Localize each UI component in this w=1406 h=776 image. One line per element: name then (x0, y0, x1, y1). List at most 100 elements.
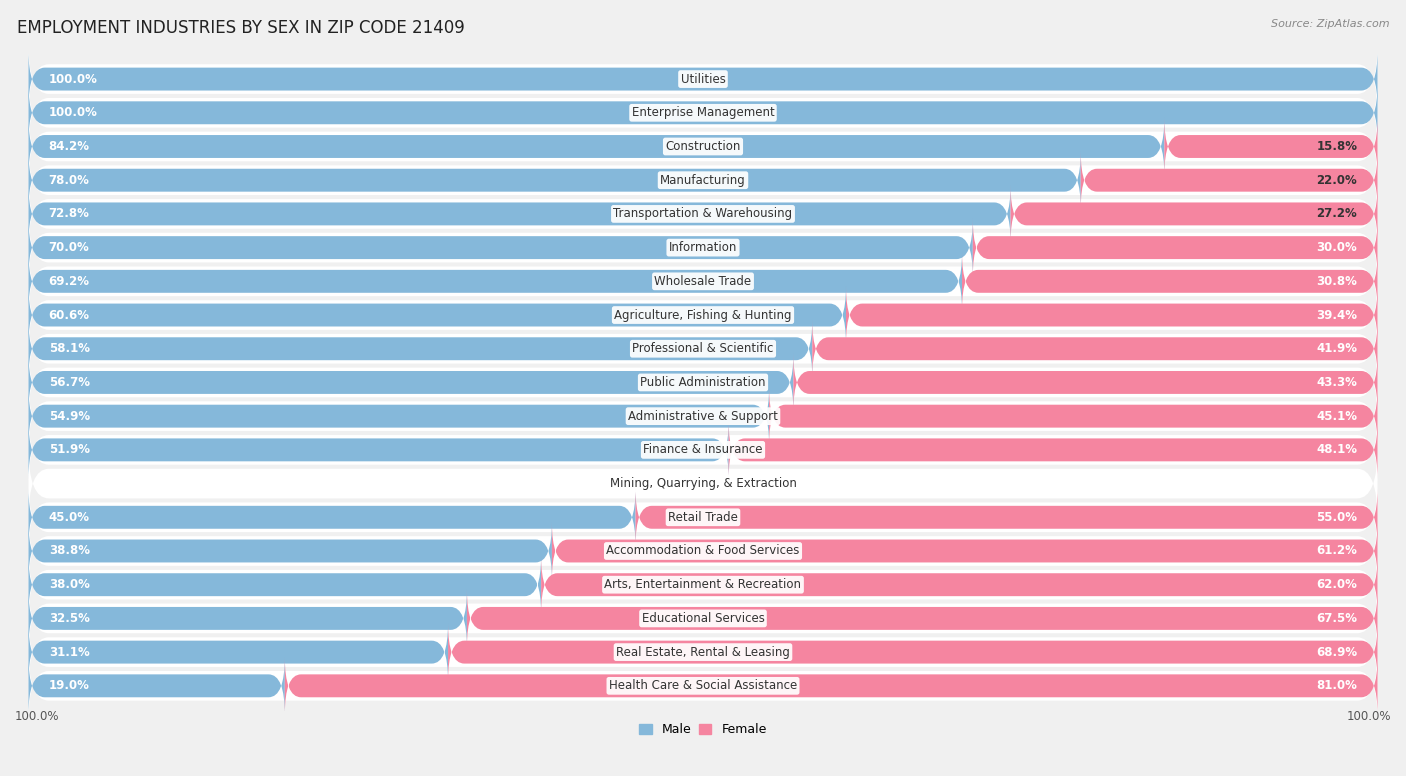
FancyBboxPatch shape (28, 144, 1378, 216)
FancyBboxPatch shape (28, 347, 1378, 418)
FancyBboxPatch shape (28, 522, 553, 580)
Text: 48.1%: 48.1% (1316, 443, 1357, 456)
FancyBboxPatch shape (28, 414, 1378, 486)
Text: 32.5%: 32.5% (49, 612, 90, 625)
Text: Transportation & Warehousing: Transportation & Warehousing (613, 207, 793, 220)
FancyBboxPatch shape (28, 590, 467, 647)
Text: 62.0%: 62.0% (1316, 578, 1357, 591)
FancyBboxPatch shape (28, 245, 1378, 317)
FancyBboxPatch shape (28, 353, 793, 411)
FancyBboxPatch shape (28, 482, 1378, 553)
FancyBboxPatch shape (28, 623, 449, 681)
Text: 39.4%: 39.4% (1316, 309, 1357, 321)
FancyBboxPatch shape (1081, 151, 1378, 210)
Text: Health Care & Social Assistance: Health Care & Social Assistance (609, 679, 797, 692)
FancyBboxPatch shape (28, 583, 1378, 654)
Text: 60.6%: 60.6% (49, 309, 90, 321)
FancyBboxPatch shape (28, 50, 1378, 108)
Text: Real Estate, Rental & Leasing: Real Estate, Rental & Leasing (616, 646, 790, 659)
FancyBboxPatch shape (793, 353, 1378, 411)
Text: 61.2%: 61.2% (1316, 545, 1357, 557)
Text: Information: Information (669, 241, 737, 254)
FancyBboxPatch shape (28, 515, 1378, 587)
Text: 41.9%: 41.9% (1316, 342, 1357, 355)
Text: 22.0%: 22.0% (1316, 174, 1357, 187)
FancyBboxPatch shape (28, 313, 1378, 384)
FancyBboxPatch shape (28, 219, 973, 276)
Text: 100.0%: 100.0% (49, 106, 97, 120)
FancyBboxPatch shape (28, 616, 1378, 688)
Text: Administrative & Support: Administrative & Support (628, 410, 778, 423)
Text: 51.9%: 51.9% (49, 443, 90, 456)
Text: Public Administration: Public Administration (640, 376, 766, 389)
Text: 30.0%: 30.0% (1316, 241, 1357, 254)
FancyBboxPatch shape (28, 448, 1378, 519)
Text: 43.3%: 43.3% (1316, 376, 1357, 389)
Text: 31.1%: 31.1% (49, 646, 90, 659)
FancyBboxPatch shape (553, 522, 1378, 580)
FancyBboxPatch shape (28, 77, 1378, 148)
Text: Professional & Scientific: Professional & Scientific (633, 342, 773, 355)
Text: 70.0%: 70.0% (49, 241, 90, 254)
FancyBboxPatch shape (728, 421, 1378, 479)
Text: 100.0%: 100.0% (1347, 710, 1391, 723)
FancyBboxPatch shape (28, 387, 769, 445)
Text: 38.8%: 38.8% (49, 545, 90, 557)
Text: Mining, Quarrying, & Extraction: Mining, Quarrying, & Extraction (610, 477, 796, 490)
Text: 84.2%: 84.2% (49, 140, 90, 153)
Text: 38.0%: 38.0% (49, 578, 90, 591)
Text: Arts, Entertainment & Recreation: Arts, Entertainment & Recreation (605, 578, 801, 591)
FancyBboxPatch shape (28, 178, 1378, 250)
Text: Source: ZipAtlas.com: Source: ZipAtlas.com (1271, 19, 1389, 29)
Text: 15.8%: 15.8% (1316, 140, 1357, 153)
FancyBboxPatch shape (28, 185, 1011, 243)
FancyBboxPatch shape (28, 556, 541, 614)
FancyBboxPatch shape (1164, 117, 1378, 175)
FancyBboxPatch shape (28, 488, 636, 546)
FancyBboxPatch shape (28, 421, 728, 479)
Text: 56.7%: 56.7% (49, 376, 90, 389)
Text: Agriculture, Fishing & Hunting: Agriculture, Fishing & Hunting (614, 309, 792, 321)
FancyBboxPatch shape (449, 623, 1378, 681)
FancyBboxPatch shape (467, 590, 1378, 647)
Text: 67.5%: 67.5% (1316, 612, 1357, 625)
FancyBboxPatch shape (636, 488, 1378, 546)
Text: 58.1%: 58.1% (49, 342, 90, 355)
Text: 19.0%: 19.0% (49, 679, 90, 692)
Text: Utilities: Utilities (681, 73, 725, 85)
FancyBboxPatch shape (28, 111, 1378, 182)
FancyBboxPatch shape (28, 252, 962, 310)
FancyBboxPatch shape (28, 656, 285, 715)
FancyBboxPatch shape (28, 279, 1378, 351)
Text: EMPLOYMENT INDUSTRIES BY SEX IN ZIP CODE 21409: EMPLOYMENT INDUSTRIES BY SEX IN ZIP CODE… (17, 19, 464, 37)
Text: 68.9%: 68.9% (1316, 646, 1357, 659)
Text: Construction: Construction (665, 140, 741, 153)
FancyBboxPatch shape (28, 380, 1378, 452)
Text: 45.0%: 45.0% (49, 511, 90, 524)
FancyBboxPatch shape (1011, 185, 1378, 243)
FancyBboxPatch shape (28, 43, 1378, 115)
FancyBboxPatch shape (973, 219, 1378, 276)
Text: 54.9%: 54.9% (49, 410, 90, 423)
FancyBboxPatch shape (28, 151, 1081, 210)
FancyBboxPatch shape (285, 656, 1378, 715)
FancyBboxPatch shape (28, 212, 1378, 283)
Text: 78.0%: 78.0% (49, 174, 90, 187)
Text: 72.8%: 72.8% (49, 207, 90, 220)
Text: Wholesale Trade: Wholesale Trade (654, 275, 752, 288)
FancyBboxPatch shape (541, 556, 1378, 614)
FancyBboxPatch shape (28, 117, 1164, 175)
FancyBboxPatch shape (28, 84, 1378, 142)
Text: 30.8%: 30.8% (1316, 275, 1357, 288)
FancyBboxPatch shape (28, 650, 1378, 722)
Text: 27.2%: 27.2% (1316, 207, 1357, 220)
Legend: Male, Female: Male, Female (634, 718, 772, 741)
FancyBboxPatch shape (846, 286, 1378, 344)
Text: 81.0%: 81.0% (1316, 679, 1357, 692)
FancyBboxPatch shape (769, 387, 1378, 445)
FancyBboxPatch shape (28, 286, 846, 344)
Text: 100.0%: 100.0% (49, 73, 97, 85)
Text: Enterprise Management: Enterprise Management (631, 106, 775, 120)
Text: 100.0%: 100.0% (15, 710, 59, 723)
Text: Educational Services: Educational Services (641, 612, 765, 625)
